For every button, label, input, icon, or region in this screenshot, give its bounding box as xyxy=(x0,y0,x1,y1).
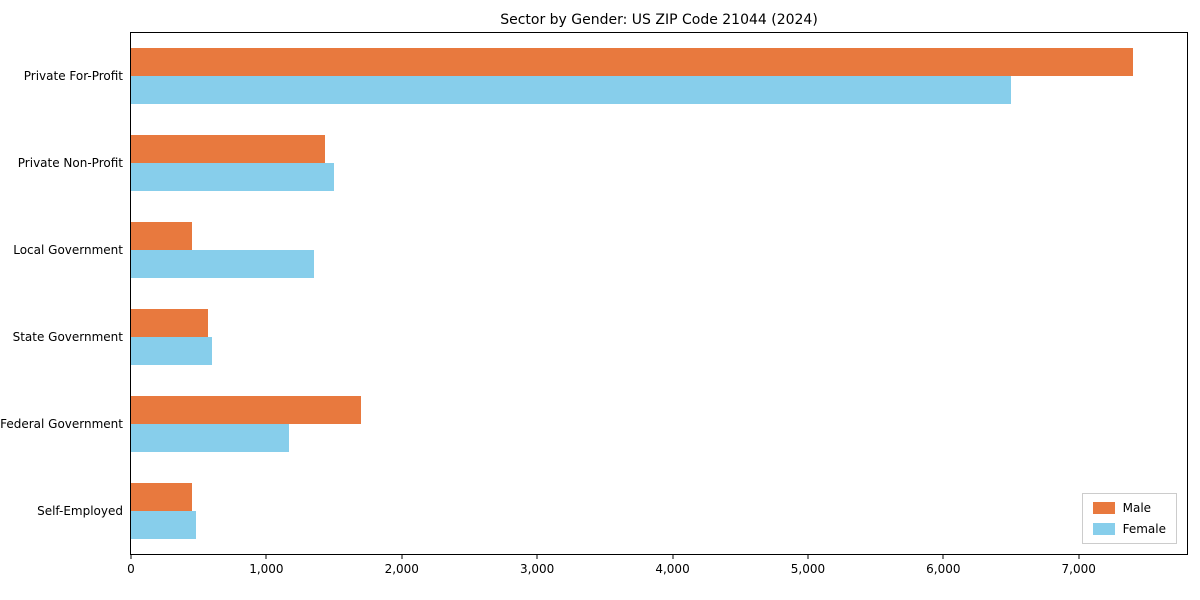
x-tick-mark-1000 xyxy=(265,554,267,559)
legend-item-male: Male xyxy=(1092,501,1166,515)
legend-item-female: Female xyxy=(1092,522,1166,536)
x-tick-label-2000: 2,000 xyxy=(384,562,419,576)
x-tick-mark-7000 xyxy=(1078,554,1080,559)
chart-title: Sector by Gender: US ZIP Code 21044 (202… xyxy=(500,12,818,28)
x-tick-label-1000: 1,000 xyxy=(249,562,284,576)
x-tick-mark-6000 xyxy=(942,554,944,559)
x-tick-label-3000: 3,000 xyxy=(519,562,555,576)
legend-swatch-female xyxy=(1092,523,1115,535)
bar-male-local-government xyxy=(131,222,192,251)
y-tick-label-self-employed: Self-Employed xyxy=(37,503,123,518)
x-tick-label-6000: 6,000 xyxy=(926,562,961,576)
legend-label-male: Male xyxy=(1122,501,1152,515)
x-tick-label-4000: 4,000 xyxy=(655,562,690,576)
bar-male-private-for-profit xyxy=(131,48,1133,77)
y-tick-label-private-for-profit: Private For-Profit xyxy=(23,69,123,84)
x-tick-label-0: 0 xyxy=(127,562,135,576)
x-tick-mark-2000 xyxy=(401,554,403,559)
bar-male-private-non-profit xyxy=(131,135,325,164)
legend: Male Female xyxy=(1081,493,1177,544)
x-tick-mark-4000 xyxy=(672,554,674,559)
x-tick-mark-3000 xyxy=(536,554,538,559)
bar-female-private-for-profit xyxy=(131,76,1011,105)
y-tick-label-federal-government: Federal Government xyxy=(0,416,123,431)
bar-female-self-employed xyxy=(131,510,196,539)
x-tick-mark-5000 xyxy=(807,554,809,559)
plot-area: Private For-Profit Private Non-Profit Loca… xyxy=(0,32,1188,576)
bar-female-private-non-profit xyxy=(131,163,335,192)
bar-male-self-employed xyxy=(131,482,192,511)
bar-female-federal-government xyxy=(131,423,290,452)
bar-male-state-government xyxy=(131,308,209,337)
bar-male-federal-government xyxy=(131,395,362,424)
legend-label-female: Female xyxy=(1122,522,1166,536)
legend-swatch-male xyxy=(1092,502,1115,514)
y-tick-label-local-government: Local Government xyxy=(13,243,123,258)
x-tick-mark-0 xyxy=(130,554,132,559)
x-tick-label-5000: 5,000 xyxy=(790,562,826,576)
bar-female-state-government xyxy=(131,336,213,365)
bar-female-local-government xyxy=(131,250,314,279)
y-tick-label-state-government: State Government xyxy=(12,329,123,344)
y-tick-label-private-non-profit: Private Non-Profit xyxy=(17,156,123,171)
x-tick-label-7000: 7,000 xyxy=(1061,562,1096,576)
